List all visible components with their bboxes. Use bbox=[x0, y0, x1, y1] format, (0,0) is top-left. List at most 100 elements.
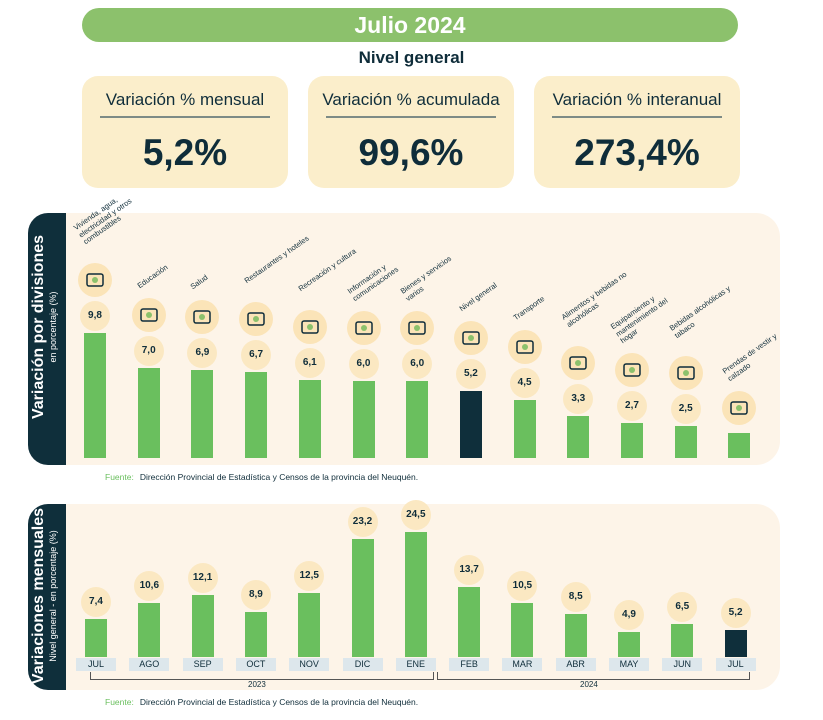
value-label-informacion-y-comunicaciones: 6,0 bbox=[348, 349, 379, 380]
icon-salud bbox=[185, 299, 220, 334]
divisions-chart-heading: Variación por divisiones en porcentaje (… bbox=[30, 217, 58, 437]
icon-recreacion-y-cultura bbox=[292, 309, 327, 344]
divisions-source-text: Dirección Provincial de Estadística y Ce… bbox=[139, 472, 419, 482]
month-label-sep-2: SEP bbox=[182, 658, 223, 671]
value-label-jun-11: 6,5 bbox=[667, 591, 698, 622]
card-monthly-label: Variación % mensual bbox=[105, 90, 265, 109]
value-label-nivel-general: 5,2 bbox=[455, 359, 486, 390]
year-bracket-2023 bbox=[90, 672, 434, 680]
month-label-ago-1: AGO bbox=[129, 658, 170, 671]
icon-restaurantes-y-hoteles bbox=[239, 302, 274, 337]
monthly-source-text: Dirección Provincial de Estadística y Ce… bbox=[139, 697, 419, 707]
bar-equipamiento-y-mantenimiento-del-hogar bbox=[621, 423, 643, 458]
bar-bebidas-alcoholicas-y-tabaco bbox=[674, 426, 697, 458]
month-label-feb-7: FEB bbox=[449, 658, 490, 671]
card-accumulated: Variación % acumulada 99,6% bbox=[308, 76, 514, 188]
value-label-jul-12: 5,2 bbox=[720, 598, 751, 629]
bar-dic-5 bbox=[351, 538, 374, 657]
divisions-chart-title: Variación por divisiones bbox=[30, 234, 47, 420]
bar-oct-3 bbox=[244, 611, 267, 657]
divisions-source: Fuente: Dirección Provincial de Estadísti… bbox=[105, 472, 418, 482]
report-title: Julio 2024 bbox=[82, 8, 738, 42]
bar-ago-1 bbox=[138, 602, 161, 657]
value-label-mar-8: 10,5 bbox=[507, 571, 538, 602]
bar-sep-2 bbox=[191, 595, 214, 657]
bar-mar-8 bbox=[511, 603, 534, 657]
value-label-transporte: 4,5 bbox=[509, 368, 540, 399]
card-interannual: Variación % interanual 273,4% bbox=[534, 76, 740, 188]
icon-equipamiento-y-mantenimiento-del-hogar bbox=[615, 353, 649, 388]
monthly-chart-heading: Variaciones mensuales Nivel general - en… bbox=[30, 506, 58, 686]
value-label-vivienda-agua-electricidad-y-otros-combu: 9,8 bbox=[80, 300, 110, 331]
bar-restaurantes-y-hoteles bbox=[245, 372, 268, 458]
value-label-alimentos-y-bebidas-no-alcoholicas: 3,3 bbox=[563, 383, 594, 414]
monthly-source-key: Fuente: bbox=[105, 697, 134, 707]
value-label-oct-3: 8,9 bbox=[240, 579, 271, 610]
icon-bienes-y-servicios-varios bbox=[400, 311, 435, 346]
value-label-ene-6: 24,5 bbox=[400, 500, 431, 531]
bar-salud bbox=[191, 369, 214, 458]
value-label-ago-1: 10,6 bbox=[134, 570, 165, 601]
bar-abr-9 bbox=[564, 613, 587, 657]
bar-educacion bbox=[137, 368, 160, 458]
divisions-chart-ylabel: en porcentaje (%) bbox=[48, 291, 58, 363]
bar-transporte bbox=[513, 400, 536, 458]
bar-jul-12 bbox=[724, 630, 747, 657]
month-label-ene-6: ENE bbox=[395, 658, 436, 671]
bar-recreacion-y-cultura bbox=[298, 379, 321, 458]
value-label-feb-7: 13,7 bbox=[454, 555, 485, 586]
icon-bebidas-alcoholicas-y-tabaco bbox=[668, 356, 703, 390]
divisions-source-key: Fuente: bbox=[105, 472, 134, 482]
bar-jun-11 bbox=[671, 623, 694, 657]
value-label-recreacion-y-cultura: 6,1 bbox=[294, 347, 325, 378]
card-interannual-label: Variación % interanual bbox=[552, 90, 722, 109]
bar-nov-4 bbox=[298, 593, 321, 657]
bar-prendas-de-vestir-y-calzado bbox=[728, 433, 751, 458]
bar-jul-0 bbox=[85, 619, 107, 657]
card-accumulated-value: 99,6% bbox=[358, 132, 464, 173]
bar-may-10 bbox=[618, 632, 640, 657]
value-label-educacion: 7,0 bbox=[133, 336, 164, 367]
card-interannual-value: 273,4% bbox=[574, 132, 700, 173]
card-divider bbox=[326, 116, 496, 118]
bar-nivel-general bbox=[459, 391, 482, 458]
value-label-abr-9: 8,5 bbox=[560, 581, 591, 612]
card-monthly: Variación % mensual 5,2% bbox=[82, 76, 288, 188]
monthly-chart-ylabel: Nivel general - en porcentaje (%) bbox=[48, 530, 58, 662]
month-label-mar-8: MAR bbox=[502, 658, 543, 671]
divisions-chart-tab bbox=[28, 213, 66, 465]
value-label-bienes-y-servicios-varios: 6,0 bbox=[402, 349, 433, 380]
month-label-oct-3: OCT bbox=[235, 658, 276, 671]
icon-informacion-y-comunicaciones bbox=[346, 311, 381, 346]
month-label-may-10: MAY bbox=[609, 658, 649, 671]
monthly-chart-tab bbox=[28, 504, 66, 690]
value-label-sep-2: 12,1 bbox=[187, 563, 218, 594]
icon-nivel-general bbox=[453, 321, 488, 356]
value-label-restaurantes-y-hoteles: 6,7 bbox=[241, 340, 272, 371]
bar-informacion-y-comunicaciones bbox=[352, 381, 375, 458]
bar-bienes-y-servicios-varios bbox=[406, 381, 429, 458]
month-label-jul-0: JUL bbox=[76, 658, 116, 671]
icon-transporte bbox=[507, 330, 542, 365]
month-label-dic-5: DIC bbox=[342, 658, 383, 671]
card-monthly-value: 5,2% bbox=[142, 132, 228, 173]
bar-ene-6 bbox=[404, 532, 427, 657]
value-label-jul-0: 7,4 bbox=[81, 587, 111, 618]
icon-alimentos-y-bebidas-no-alcoholicas bbox=[561, 345, 596, 380]
value-label-bebidas-alcoholicas-y-tabaco: 2,5 bbox=[670, 394, 701, 424]
value-label-equipamiento-y-mantenimiento-del-hogar: 2,7 bbox=[617, 391, 647, 422]
monthly-source: Fuente: Dirección Provincial de Estadísti… bbox=[105, 697, 418, 707]
monthly-chart-title: Variaciones mensuales bbox=[30, 507, 47, 685]
month-label-nov-4: NOV bbox=[289, 658, 330, 671]
month-label-jun-11: JUN bbox=[662, 658, 703, 671]
value-label-dic-5: 23,2 bbox=[347, 506, 378, 537]
bar-feb-7 bbox=[458, 587, 481, 657]
month-label-jul-12: JUL bbox=[715, 658, 756, 671]
month-label-abr-9: ABR bbox=[555, 658, 596, 671]
bar-vivienda-agua-electricidad-y-otros-combu bbox=[84, 332, 106, 458]
value-label-may-10: 4,9 bbox=[614, 600, 644, 630]
year-label-2023: 2023 bbox=[248, 680, 266, 689]
year-bracket-2024 bbox=[437, 672, 750, 680]
icon-vivienda-agua-electricidad-y-otros-combu bbox=[78, 262, 112, 297]
bar-alimentos-y-bebidas-no-alcoholicas bbox=[567, 415, 590, 458]
